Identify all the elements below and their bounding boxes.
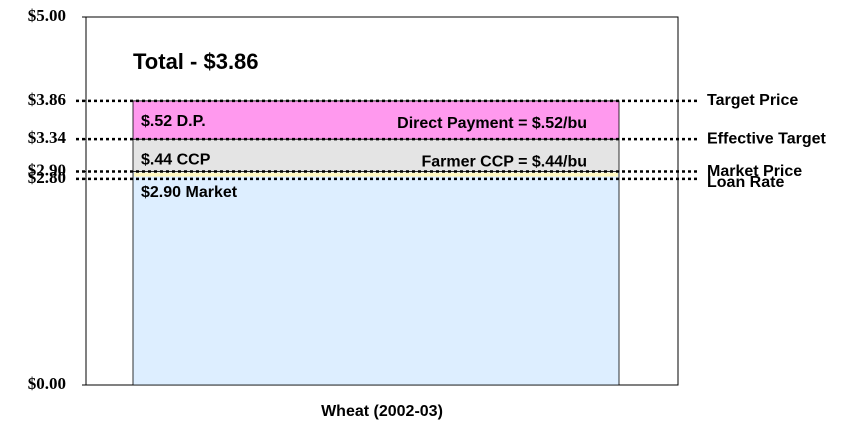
reference-label: Loan Rate <box>707 174 784 191</box>
segment-highlight <box>134 172 618 177</box>
y-tick-label: $2.80 <box>28 168 66 187</box>
y-tick-label: $2.90 <box>28 160 66 179</box>
segment-label: $.52 D.P. <box>141 113 206 130</box>
segment-label: $2.90 Market <box>141 184 238 201</box>
segment-note: Direct Payment = $.52/bu <box>397 115 587 132</box>
total-annotation: Total - $3.86 <box>133 49 259 74</box>
y-tick-label: $0.00 <box>28 374 66 393</box>
y-tick-label: $3.86 <box>28 90 66 109</box>
reference-label: Effective Target <box>707 130 827 147</box>
bar-segment <box>132 171 620 386</box>
bar-segment <box>132 138 620 172</box>
reference-label: Market Price <box>707 163 802 180</box>
y-tick-label: $3.34 <box>28 128 67 147</box>
segment-label: $.44 CCP <box>141 151 211 168</box>
x-tick-label: Wheat (2002-03) <box>321 403 443 420</box>
reference-label: Target Price <box>707 92 798 109</box>
segment-note: Farmer CCP = $.44/bu <box>421 153 587 170</box>
y-tick-label: $5.00 <box>28 6 66 25</box>
